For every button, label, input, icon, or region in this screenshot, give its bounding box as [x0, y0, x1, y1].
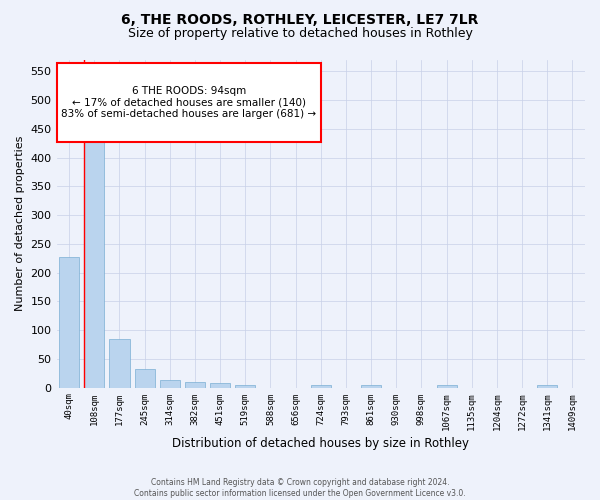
Bar	[235, 384, 256, 388]
Bar	[84, 127, 104, 388]
Bar	[361, 384, 381, 388]
Bar	[134, 369, 155, 388]
Y-axis label: Number of detached properties: Number of detached properties	[15, 136, 25, 312]
Bar	[537, 384, 557, 388]
Bar	[109, 340, 130, 388]
Bar	[59, 256, 79, 388]
Text: 6 THE ROODS: 94sqm
← 17% of detached houses are smaller (140)
83% of semi-detach: 6 THE ROODS: 94sqm ← 17% of detached hou…	[61, 86, 316, 119]
X-axis label: Distribution of detached houses by size in Rothley: Distribution of detached houses by size …	[172, 437, 469, 450]
Bar	[437, 384, 457, 388]
Bar	[311, 384, 331, 388]
Text: Contains HM Land Registry data © Crown copyright and database right 2024.
Contai: Contains HM Land Registry data © Crown c…	[134, 478, 466, 498]
Bar	[210, 383, 230, 388]
Bar	[160, 380, 180, 388]
Bar	[185, 382, 205, 388]
Text: 6, THE ROODS, ROTHLEY, LEICESTER, LE7 7LR: 6, THE ROODS, ROTHLEY, LEICESTER, LE7 7L…	[121, 12, 479, 26]
Text: Size of property relative to detached houses in Rothley: Size of property relative to detached ho…	[128, 28, 472, 40]
